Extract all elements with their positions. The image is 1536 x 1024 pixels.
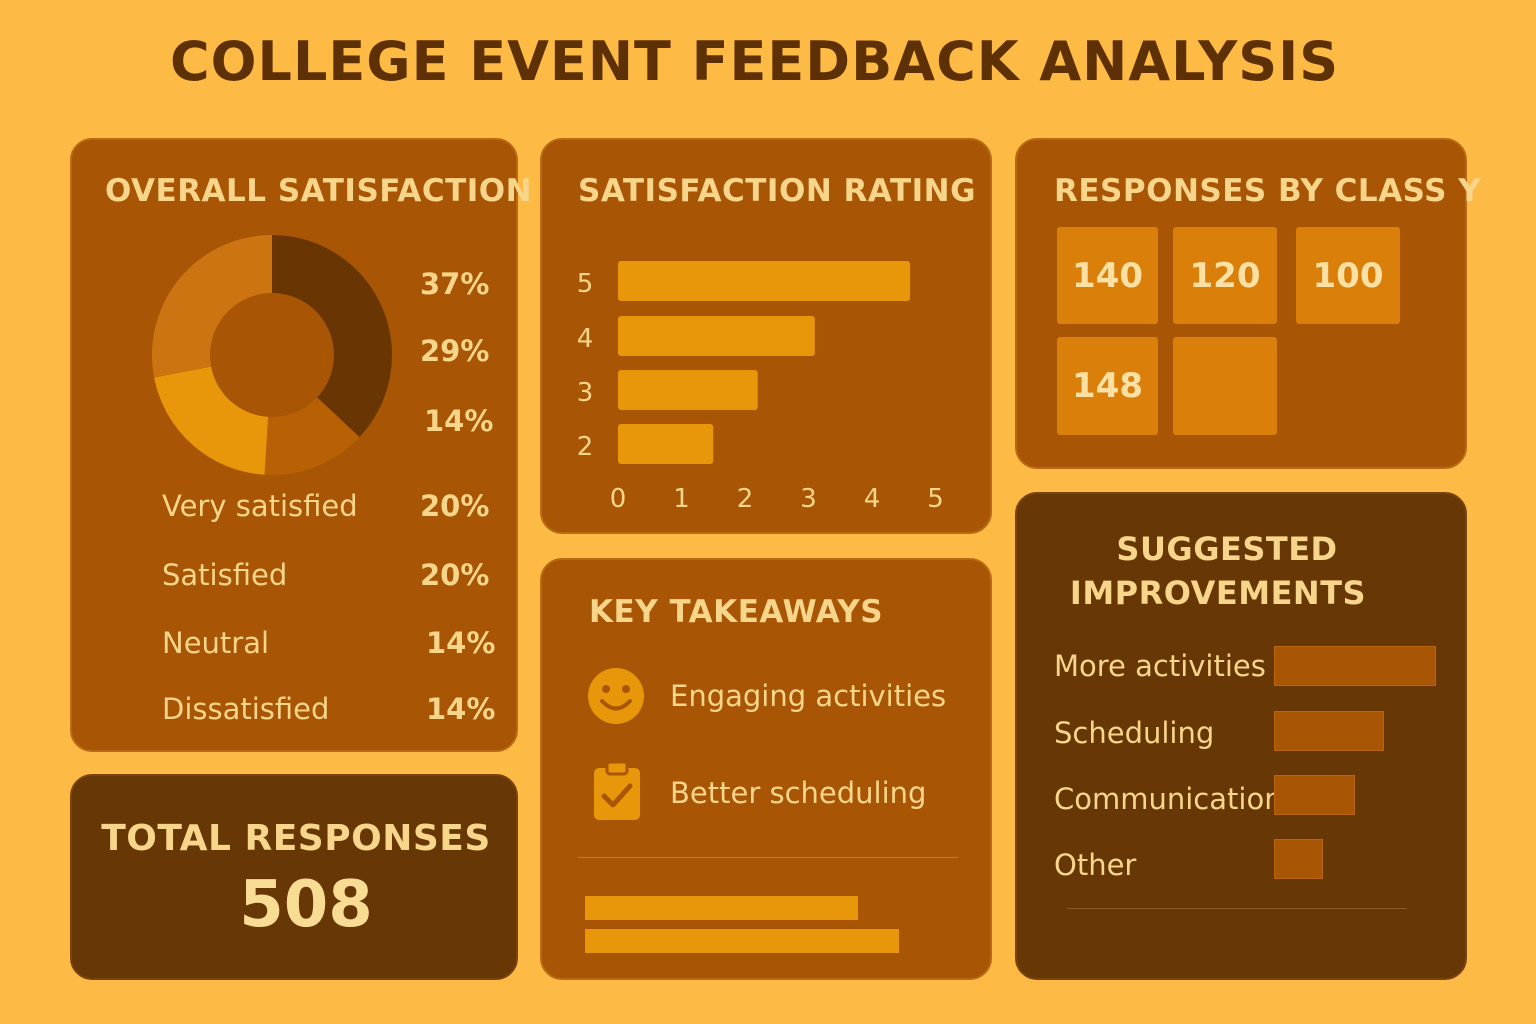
takeaway-text: Better scheduling [670,776,927,810]
key-takeaways-title: KEY TAKEAWAYS [589,594,884,630]
overall-satisfaction-card: OVERALL SATISFACTION 37% 29% 14% Very sa… [70,138,532,752]
suggested-improvements-card: SUGGESTED IMPROVEMENTS More activities S… [1015,492,1467,980]
x-tick-label: 4 [864,484,881,514]
responses-by-class-title: RESPONSES BY CLASS Y [1054,173,1482,209]
x-tick-label: 2 [737,484,754,514]
total-responses-value: 508 [239,868,373,942]
page-title: COLLEGE EVENT FEEDBACK ANALYSIS [170,30,1340,93]
total-responses-label: TOTAL RESPONSES [101,818,491,859]
donut-label-1: 37% [420,267,490,301]
satisfaction-row-value: 20% [420,558,490,592]
rating-bar [618,316,815,356]
key-takeaways-card: KEY TAKEAWAYS Engaging activities Better… [540,558,992,980]
class-tile: 100 [1296,227,1400,324]
satisfaction-row-label: Very satisfied [162,489,358,523]
improvement-label: Scheduling [1054,716,1215,750]
improvement-bar [1274,839,1323,879]
suggested-improvements-title: SUGGESTED [1116,530,1338,568]
improvement-label: Communication [1054,782,1283,816]
satisfaction-rating-title: SATISFACTION RATING [578,173,977,209]
y-tick-label: 3 [577,378,594,408]
donut-slice [154,366,269,475]
x-tick-label: 0 [610,484,627,514]
rating-bar [618,424,714,464]
divider [1067,908,1407,909]
satisfaction-row-label: Satisfied [162,558,288,592]
rating-bar [618,261,911,301]
x-tick-label: 1 [673,484,690,514]
satisfaction-row-label: Neutral [162,626,270,660]
donut-slice [264,397,360,475]
y-tick-label: 5 [577,269,594,299]
class-tile-empty [1173,337,1277,435]
smiley-icon [588,668,644,724]
takeaway-text: Engaging activities [670,679,947,713]
x-tick-label: 5 [927,484,944,514]
rating-bar [618,370,758,410]
improvement-label: More activities [1054,649,1266,683]
donut-label-2: 29% [420,334,490,368]
clipboard-check-icon [594,760,640,820]
y-tick-label: 2 [577,432,594,462]
takeaway-bar [585,896,859,920]
improvement-bar [1274,775,1355,815]
class-tile: 140 [1057,227,1158,324]
donut-slice [272,235,392,438]
satisfaction-row-value: 14% [426,692,496,726]
improvement-label: Other [1054,848,1137,882]
improvement-bar [1274,711,1385,751]
satisfaction-row-value: 14% [426,626,496,660]
overall-satisfaction-title: OVERALL SATISFACTION [105,173,533,209]
donut-label-3: 14% [424,404,494,438]
takeaway-bar [585,929,899,953]
improvement-bar [1274,646,1436,686]
divider [578,857,958,858]
suggested-improvements-title: IMPROVEMENTS [1069,574,1367,612]
responses-by-class-card: RESPONSES BY CLASS Y 140 120 100 148 [1015,138,1481,469]
satisfaction-row-value: 20% [420,489,490,523]
class-tile: 120 [1173,227,1277,324]
x-tick-label: 3 [800,484,817,514]
class-tile: 148 [1057,337,1158,435]
satisfaction-donut-chart [152,235,392,475]
y-tick-label: 4 [577,324,594,354]
satisfaction-row-label: Dissatisfied [162,692,330,726]
total-responses-card: TOTAL RESPONSES 508 [70,774,518,980]
donut-slice [152,235,272,378]
